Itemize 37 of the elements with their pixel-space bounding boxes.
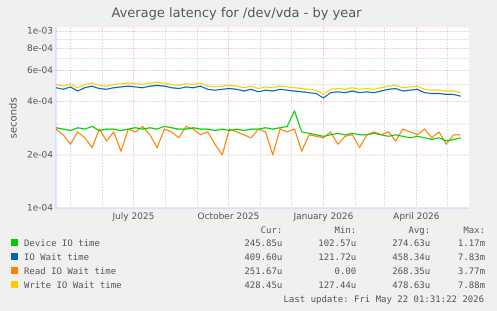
text: 458.34u xyxy=(391,252,430,265)
y-tick-label: 6e-04 xyxy=(26,66,54,76)
text: 102.57u xyxy=(317,238,356,251)
text: Cur: xyxy=(260,225,282,237)
y-tick-label: 8e-04 xyxy=(26,44,54,54)
text: Min: xyxy=(334,225,356,237)
text: 121.72u xyxy=(317,252,356,265)
text: 478.63u xyxy=(391,280,430,293)
text: 428.45u xyxy=(243,280,282,293)
x-tick-label: April 2026 xyxy=(393,212,440,222)
text: 268.35u xyxy=(391,266,430,279)
y-tick-label: 1e-04 xyxy=(26,204,54,214)
legend-label: Read IO Wait time xyxy=(23,266,118,279)
text: 127.44u xyxy=(317,280,356,293)
y-tick-label: 4e-04 xyxy=(26,97,54,108)
text: Max: xyxy=(462,225,485,237)
legend-label: Write IO Wait time xyxy=(23,280,123,293)
x-tick-label: October 2025 xyxy=(198,212,260,222)
text: 7.88m xyxy=(456,280,485,293)
text: 0.00 xyxy=(334,266,356,279)
legend-label: Device IO time xyxy=(23,238,101,251)
text: Last update: Fri May 22 01:31:22 2026 xyxy=(282,294,485,307)
text: 274.63u xyxy=(391,238,430,251)
chart-title: Average latency for /dev/vda - by year xyxy=(111,6,362,22)
y-tick-label: 2e-04 xyxy=(26,150,54,160)
text: 409.60u xyxy=(243,252,282,265)
x-tick-label: January 2026 xyxy=(292,212,354,222)
y-axis-title: seconds xyxy=(8,97,20,138)
text: Avg: xyxy=(407,225,430,237)
text: 1.17m xyxy=(456,238,485,251)
legend-label: IO Wait time xyxy=(23,252,90,265)
text: 245.85u xyxy=(243,238,282,251)
text: 7.83m xyxy=(456,252,485,265)
text: 3.77m xyxy=(456,266,485,279)
y-tick-label: 1e-03 xyxy=(26,26,53,37)
x-tick-label: July 2025 xyxy=(111,212,154,222)
text: 251.67u xyxy=(243,266,282,279)
